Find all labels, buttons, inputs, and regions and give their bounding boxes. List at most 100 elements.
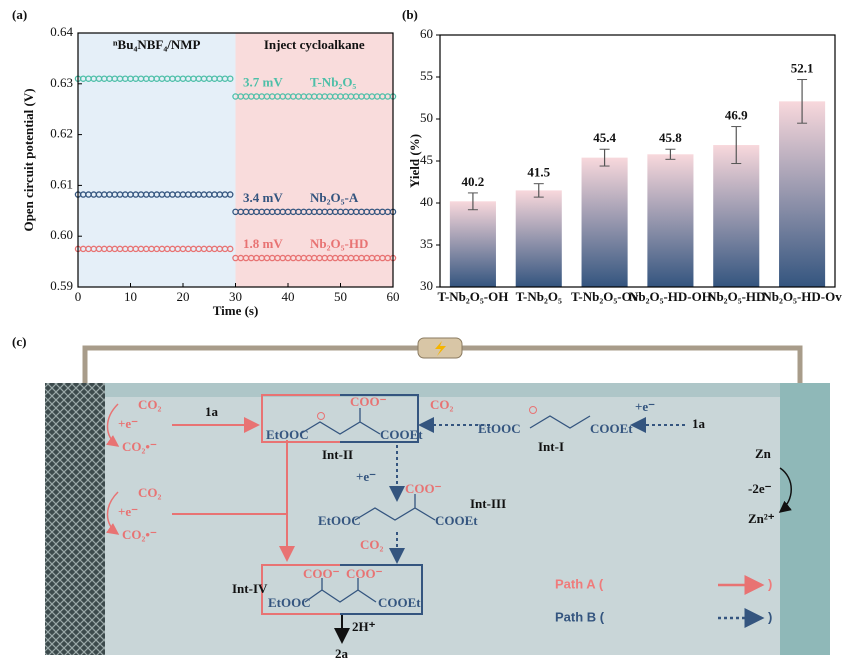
y-axis-title: Yield (%) bbox=[407, 134, 422, 188]
label: CO₂ bbox=[360, 537, 384, 552]
y-tick-label: 0.64 bbox=[50, 24, 73, 39]
radical bbox=[317, 412, 325, 420]
y-tick-label: 0.59 bbox=[50, 278, 73, 293]
label: EtOOC bbox=[478, 421, 521, 436]
x-tick-label: T-Nb₂O₅-OH bbox=[437, 289, 508, 304]
label: COO⁻ bbox=[405, 481, 442, 496]
label: COOEt bbox=[435, 513, 478, 528]
region-label: Inject cycloalkane bbox=[264, 37, 365, 52]
y-tick-label: 0.61 bbox=[50, 176, 73, 191]
label: Zn bbox=[755, 446, 772, 461]
y-tick-label: 30 bbox=[420, 278, 433, 293]
bond bbox=[529, 415, 591, 429]
value-label: 46.9 bbox=[725, 108, 748, 123]
legend-label: Path B ( bbox=[555, 609, 605, 624]
label: -2e⁻ bbox=[748, 481, 772, 496]
panel-label: (c) bbox=[12, 334, 26, 349]
bond bbox=[299, 408, 381, 435]
label: CO₂ bbox=[138, 485, 162, 500]
region-label: ⁿBu₄NBF₄/NMP bbox=[113, 37, 200, 52]
arrow bbox=[778, 467, 792, 513]
region bbox=[78, 33, 236, 287]
value-label: 41.5 bbox=[527, 165, 550, 180]
annotation: 3.4 mV bbox=[243, 190, 283, 205]
label: EtOOC bbox=[266, 427, 309, 442]
label: CO₂ bbox=[138, 397, 162, 412]
series-label: Nb₂O₅-HD bbox=[310, 236, 368, 251]
annotation: 3.7 mV bbox=[243, 74, 283, 89]
label: Int-II bbox=[322, 447, 353, 462]
y-tick-label: 40 bbox=[420, 194, 433, 209]
label: COO⁻ bbox=[303, 566, 340, 581]
x-tick-label: Nb₂O₅-HD bbox=[707, 289, 765, 304]
value-label: 52.1 bbox=[791, 61, 814, 76]
label: COO⁻ bbox=[346, 566, 383, 581]
legend-label: ) bbox=[768, 609, 772, 624]
point bbox=[226, 75, 234, 82]
y-tick-label: 35 bbox=[420, 236, 433, 251]
x-tick-label: 50 bbox=[334, 289, 347, 304]
region bbox=[235, 33, 393, 287]
box bbox=[340, 394, 419, 443]
panel-label: (a) bbox=[12, 7, 27, 22]
cell-top bbox=[45, 383, 830, 397]
y-tick-label: 50 bbox=[420, 110, 433, 125]
bar bbox=[515, 190, 562, 287]
x-tick-label: T-Nb₂O₅ bbox=[516, 289, 562, 304]
bar bbox=[581, 157, 628, 287]
bolt bbox=[435, 341, 446, 356]
label: COOEt bbox=[378, 595, 421, 610]
panel-label: (b) bbox=[402, 7, 418, 22]
y-tick-label: 55 bbox=[420, 68, 433, 83]
value-label: 45.8 bbox=[659, 130, 682, 145]
x-tick-label: 0 bbox=[75, 289, 82, 304]
series-label: T-Nb₂O₅ bbox=[310, 74, 356, 89]
y-tick-label: 60 bbox=[420, 26, 433, 41]
plot-frame bbox=[439, 34, 836, 288]
y-tick-label: 0.63 bbox=[50, 75, 73, 90]
label: CO₂•⁻ bbox=[122, 439, 157, 454]
label: COO⁻ bbox=[350, 394, 387, 409]
bar bbox=[779, 101, 826, 287]
x-axis-title: Time (s) bbox=[213, 303, 259, 318]
x-tick-label: Nb₂O₅-HD-Ov bbox=[762, 289, 842, 304]
label: Int-IV bbox=[232, 581, 268, 596]
x-tick-label: 60 bbox=[387, 289, 400, 304]
box bbox=[340, 564, 423, 615]
label: Int-III bbox=[470, 496, 506, 511]
panel-c: (c) CO₂ +e⁻ CO₂•⁻ CO₂ +e⁻ CO₂•⁻ 1a 1a CO… bbox=[12, 334, 830, 661]
label: CO₂•⁻ bbox=[122, 527, 157, 542]
bar bbox=[713, 145, 760, 287]
label: 1a bbox=[692, 416, 706, 431]
label: Zn²⁺ bbox=[748, 511, 775, 526]
label: EtOOC bbox=[318, 513, 361, 528]
point bbox=[226, 245, 234, 253]
label: 2a bbox=[335, 646, 349, 661]
x-tick-label: 10 bbox=[124, 289, 137, 304]
x-tick-label: 20 bbox=[177, 289, 190, 304]
arrow bbox=[105, 491, 120, 535]
bond bbox=[354, 494, 436, 521]
label: +e⁻ bbox=[356, 469, 376, 484]
label: +e⁻ bbox=[118, 416, 138, 431]
y-tick-label: 0.62 bbox=[50, 126, 73, 141]
label: +e⁻ bbox=[118, 504, 138, 519]
radical bbox=[529, 406, 537, 414]
series-label: Nb₂O₅-A bbox=[310, 190, 359, 205]
y-tick-label: 0.60 bbox=[50, 227, 73, 242]
panel-b: 40.2 T-Nb₂O₅-OH 41.5 T-Nb₂O₅ 45.4 T-Nb₂O₅-Ov 4… bbox=[402, 7, 842, 304]
label: Int-I bbox=[538, 439, 564, 454]
bar bbox=[647, 154, 694, 287]
box bbox=[261, 564, 340, 615]
y-tick-label: 45 bbox=[420, 152, 433, 167]
cell bbox=[45, 383, 830, 655]
annotation: 1.8 mV bbox=[243, 236, 283, 251]
x-tick-label: 30 bbox=[229, 289, 242, 304]
x-tick-label: Nb₂O₅-HD-OH bbox=[629, 289, 712, 304]
bar bbox=[449, 201, 496, 287]
value-label: 45.4 bbox=[593, 130, 616, 145]
label: CO₂ bbox=[430, 397, 454, 412]
panel-a: ⁿBu₄NBF₄/NMP Inject cycloalkane 3.7 mV T-Nb… bbox=[12, 7, 400, 318]
x-tick-label: T-Nb₂O₅-Ov bbox=[571, 289, 639, 304]
